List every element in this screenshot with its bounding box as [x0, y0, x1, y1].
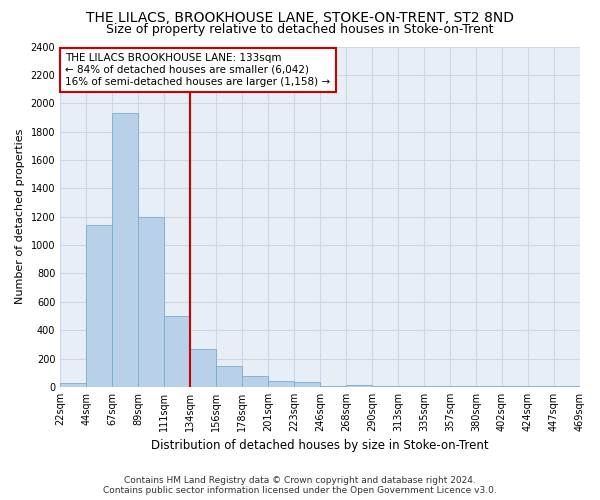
Bar [346, 385, 372, 387]
Bar [242, 376, 268, 387]
Bar [294, 382, 320, 387]
Bar [424, 386, 450, 387]
Bar [450, 386, 476, 387]
Bar [320, 386, 346, 387]
Bar [372, 386, 398, 387]
Bar [164, 316, 190, 387]
Bar [554, 386, 580, 387]
Bar [138, 216, 164, 387]
Bar [502, 386, 528, 387]
X-axis label: Distribution of detached houses by size in Stoke-on-Trent: Distribution of detached houses by size … [151, 440, 489, 452]
Bar [268, 380, 294, 387]
Text: Contains HM Land Registry data © Crown copyright and database right 2024.
Contai: Contains HM Land Registry data © Crown c… [103, 476, 497, 495]
Bar [112, 113, 138, 387]
Bar [398, 386, 424, 387]
Bar [476, 386, 502, 387]
Text: THE LILACS, BROOKHOUSE LANE, STOKE-ON-TRENT, ST2 8ND: THE LILACS, BROOKHOUSE LANE, STOKE-ON-TR… [86, 11, 514, 25]
Bar [528, 386, 554, 387]
Text: Size of property relative to detached houses in Stoke-on-Trent: Size of property relative to detached ho… [106, 22, 494, 36]
Text: THE LILACS BROOKHOUSE LANE: 133sqm
← 84% of detached houses are smaller (6,042)
: THE LILACS BROOKHOUSE LANE: 133sqm ← 84%… [65, 54, 331, 86]
Y-axis label: Number of detached properties: Number of detached properties [15, 129, 25, 304]
Bar [86, 225, 112, 387]
Bar [190, 350, 216, 387]
Bar [60, 382, 86, 387]
Bar [216, 366, 242, 387]
